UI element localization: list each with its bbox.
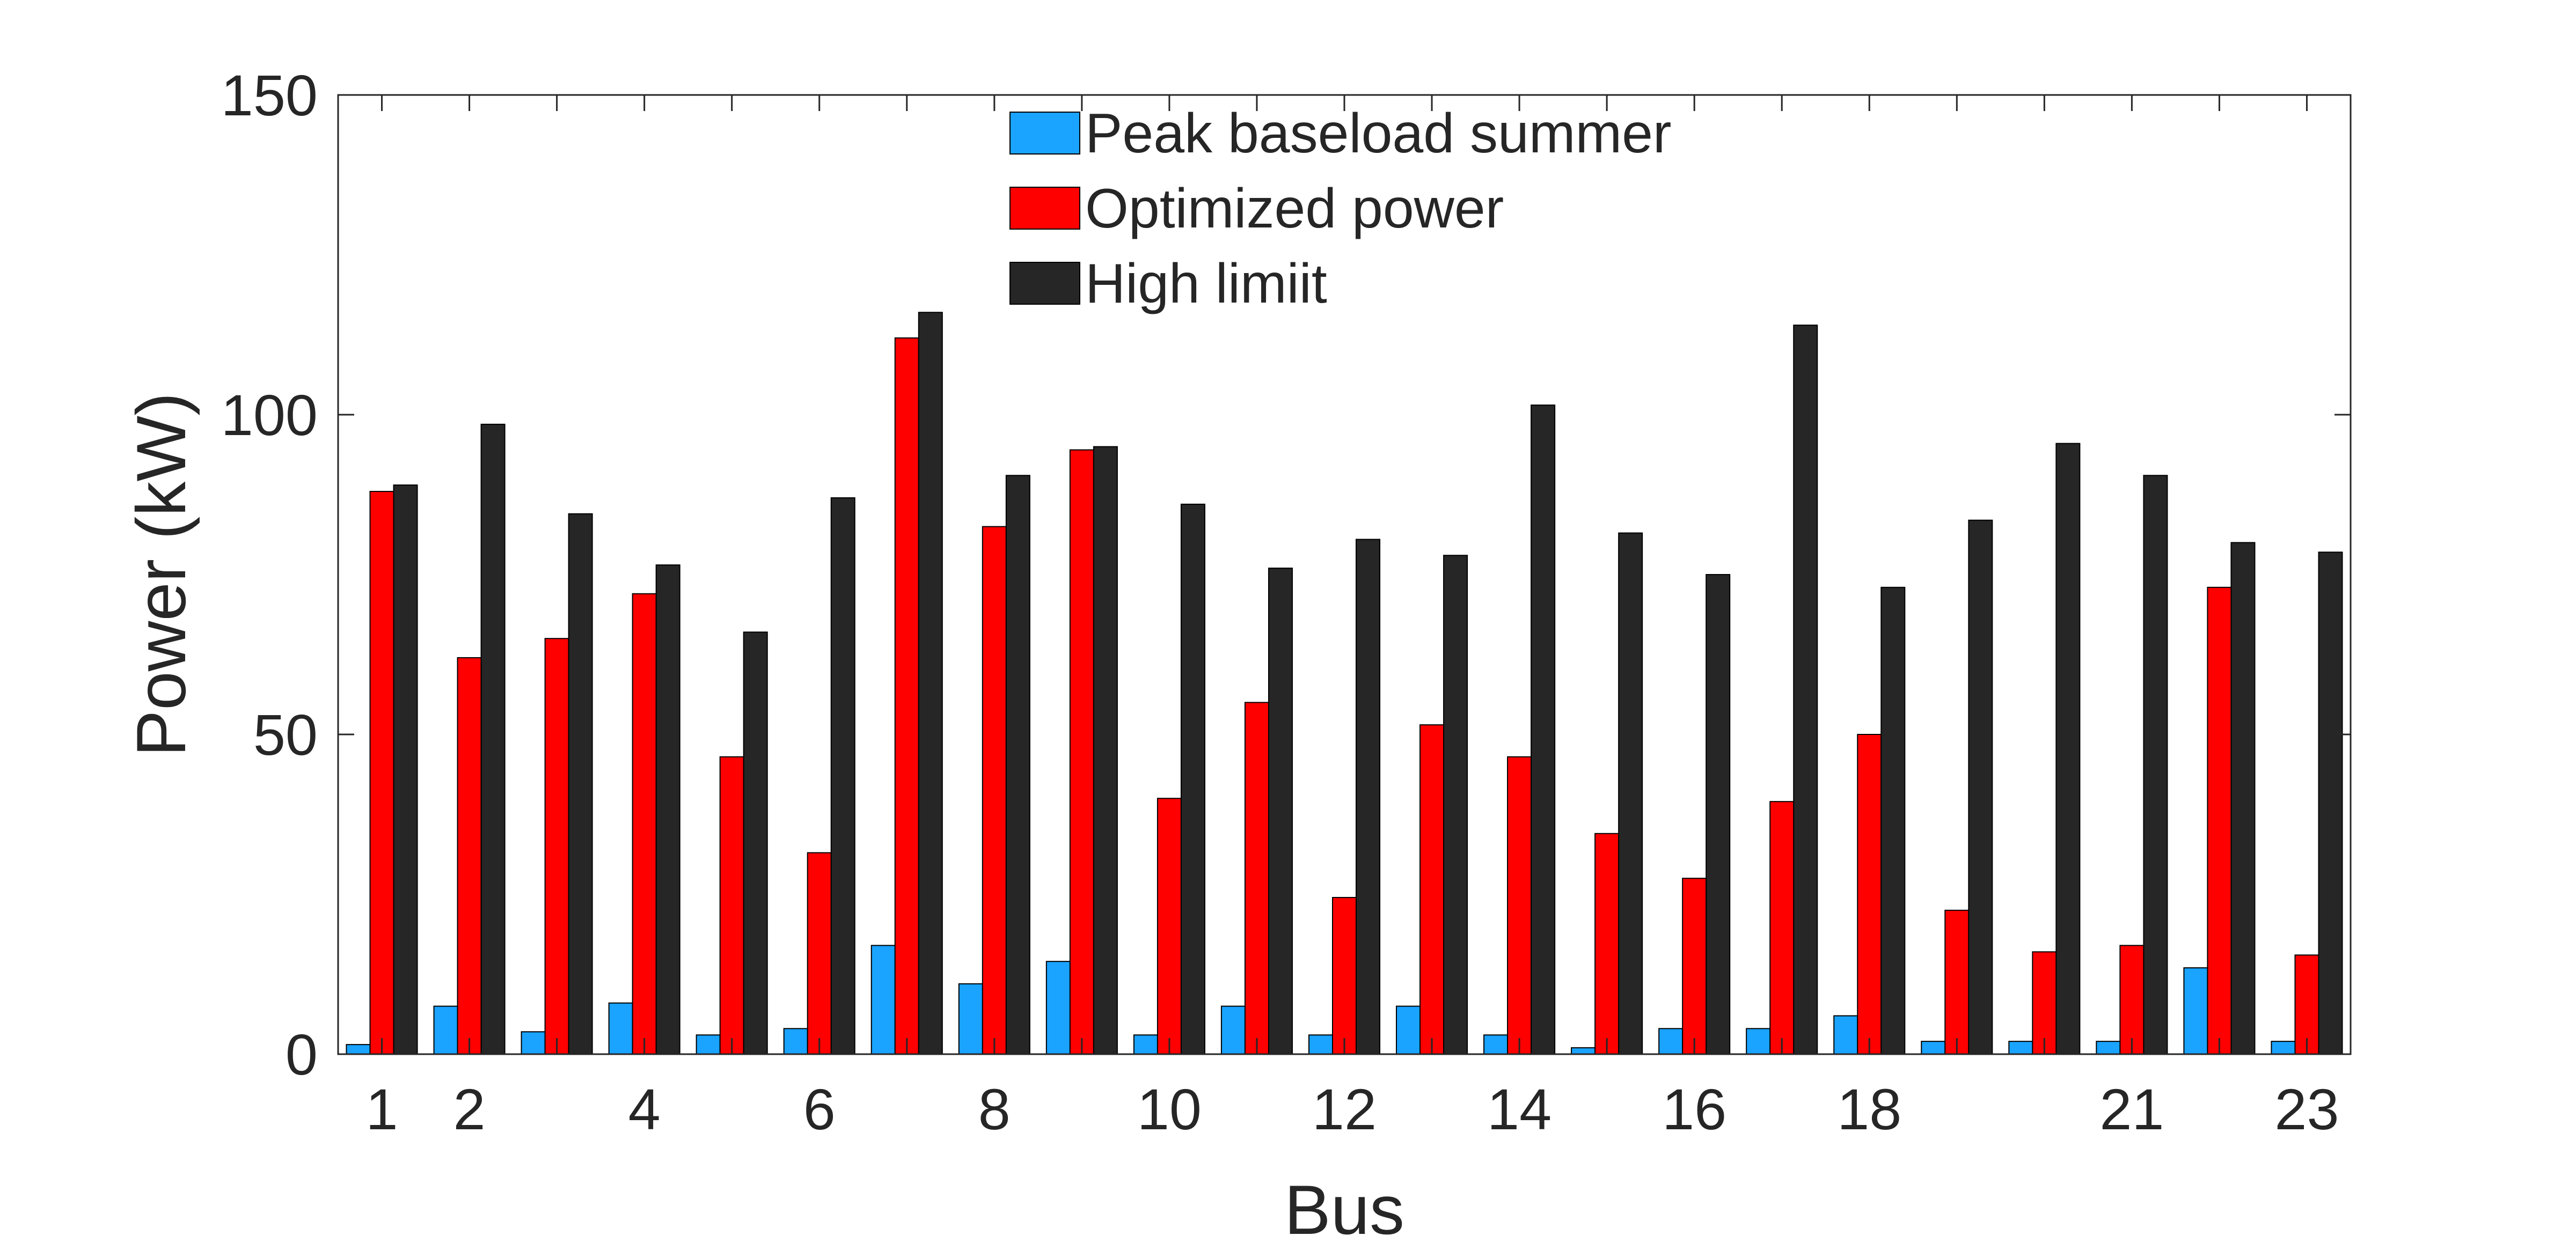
bar-optimized-power-bus-9 [1069,449,1094,1055]
bar-high-limiit-bus-8 [1005,475,1030,1055]
bar-high-limiit-bus-17 [1793,325,1818,1055]
x-tick-label: 8 [978,1077,1011,1142]
x-tick-label: 6 [803,1077,836,1142]
bar-high-limiit-bus-7 [918,312,943,1055]
bar-peak-baseload-summer-bus-2 [433,1005,458,1055]
bar-peak-baseload-summer-bus-14 [1483,1034,1509,1055]
y-tick-label: 0 [286,1022,318,1087]
x-tick-label: 1 [365,1077,398,1142]
bar-peak-baseload-summer-bus-10 [1133,1034,1158,1055]
y-axis-title: Power (kW) [122,393,200,757]
x-tick-label: 16 [1662,1077,1726,1142]
bar-peak-baseload-summer-bus-20 [2008,1041,2033,1055]
bar-optimized-power-bus-3 [544,638,569,1055]
bar-high-limiit-bus-10 [1180,503,1205,1055]
bar-peak-baseload-summer-bus-1 [346,1044,371,1055]
x-tick-label: 14 [1487,1077,1552,1142]
bar-optimized-power-bus-13 [1419,724,1445,1055]
bar-high-limiit-bus-5 [743,631,768,1055]
bar-optimized-power-bus-23 [2294,954,2319,1055]
bar-peak-baseload-summer-bus-19 [1921,1041,1946,1055]
axes-layer [337,94,2352,1055]
bar-optimized-power-bus-18 [1857,734,1882,1055]
x-tick-label: 18 [1837,1077,1901,1142]
bar-peak-baseload-summer-bus-23 [2271,1041,2296,1055]
bar-high-limiit-bus-9 [1093,446,1118,1055]
bar-peak-baseload-summer-bus-4 [608,1002,633,1055]
bar-high-limiit-bus-1 [393,484,418,1055]
x-tick-label: 2 [453,1077,486,1142]
bar-peak-baseload-summer-bus-17 [1746,1028,1771,1055]
bar-high-limiit-bus-18 [1880,586,1906,1055]
bar-peak-baseload-summer-bus-6 [783,1028,808,1055]
bar-high-limiit-bus-2 [480,423,506,1055]
bar-peak-baseload-summer-bus-8 [958,983,983,1055]
bar-optimized-power-bus-19 [1944,909,1970,1055]
bar-optimized-power-bus-2 [457,657,482,1055]
y-tick-label: 50 [253,702,318,767]
bar-peak-baseload-summer-bus-9 [1045,961,1071,1055]
bar-optimized-power-bus-22 [2207,586,2232,1055]
bar-optimized-power-bus-15 [1594,833,1620,1055]
bar-peak-baseload-summer-bus-5 [696,1034,721,1055]
bar-high-limiit-bus-19 [1968,519,1993,1055]
bar-high-limiit-bus-6 [830,497,855,1055]
bar-optimized-power-bus-8 [982,526,1007,1055]
bar-optimized-power-bus-10 [1157,798,1182,1055]
bar-optimized-power-bus-21 [2119,945,2145,1055]
x-tick-label: 4 [628,1077,661,1142]
bars-layer [338,95,2351,1055]
bar-high-limiit-bus-20 [2055,443,2081,1055]
bar-high-limiit-bus-11 [1268,568,1293,1055]
bar-peak-baseload-summer-bus-22 [2183,967,2208,1055]
bar-optimized-power-bus-12 [1331,896,1357,1055]
bar-peak-baseload-summer-bus-15 [1571,1047,1596,1055]
legend-label-high-limiit: High limiit [1085,253,1327,315]
x-axis-title: Bus [1284,1171,1404,1243]
bar-high-limiit-bus-23 [2318,551,2343,1055]
bar-peak-baseload-summer-bus-16 [1658,1028,1684,1055]
bar-peak-baseload-summer-bus-21 [2096,1041,2121,1055]
bar-optimized-power-bus-6 [807,852,832,1055]
bar-optimized-power-bus-4 [632,593,657,1055]
bar-high-limiit-bus-16 [1706,574,1731,1055]
bar-optimized-power-bus-1 [369,491,394,1055]
legend-swatch-peak-baseload-summer [1009,112,1080,155]
x-tick-label: 12 [1312,1077,1377,1142]
legend-swatch-optimized-power [1009,187,1080,230]
x-tick-label: 10 [1137,1077,1202,1142]
legend: Peak baseload summer Optimized power High … [1009,102,1672,315]
bar-peak-baseload-summer-bus-12 [1308,1034,1333,1055]
bar-high-limiit-bus-21 [2143,475,2168,1055]
x-tick-label: 21 [2099,1077,2164,1142]
bar-optimized-power-bus-14 [1507,756,1532,1055]
bar-peak-baseload-summer-bus-18 [1833,1015,1858,1055]
bar-high-limiit-bus-12 [1356,539,1381,1055]
bar-peak-baseload-summer-bus-13 [1396,1005,1421,1055]
legend-label-peak-baseload-summer: Peak baseload summer [1085,102,1672,165]
bar-peak-baseload-summer-bus-11 [1220,1005,1246,1055]
legend-label-optimized-power: Optimized power [1085,178,1504,240]
y-tick-label: 100 [221,383,318,447]
bar-optimized-power-bus-7 [894,337,919,1055]
bar-peak-baseload-summer-bus-7 [870,945,896,1055]
bar-high-limiit-bus-3 [568,513,593,1055]
bar-optimized-power-bus-16 [1682,878,1707,1055]
bar-high-limiit-bus-4 [655,564,680,1055]
bar-high-limiit-bus-15 [1618,532,1643,1055]
x-tick-label: 23 [2274,1077,2339,1142]
legend-swatch-high-limiit [1009,262,1080,305]
bar-peak-baseload-summer-bus-3 [521,1031,546,1055]
bar-optimized-power-bus-11 [1244,702,1269,1055]
y-tick-label: 150 [221,63,318,128]
bar-optimized-power-bus-17 [1769,801,1795,1055]
bar-high-limiit-bus-22 [2230,542,2256,1055]
bar-high-limiit-bus-14 [1531,404,1556,1055]
bar-high-limiit-bus-13 [1443,555,1468,1055]
labels-layer: 0 50 100 150 1 2 4 6 8 10 12 14 16 18 21 23 Bus Power (kW… [122,63,2339,1243]
bar-optimized-power-bus-5 [719,756,744,1055]
